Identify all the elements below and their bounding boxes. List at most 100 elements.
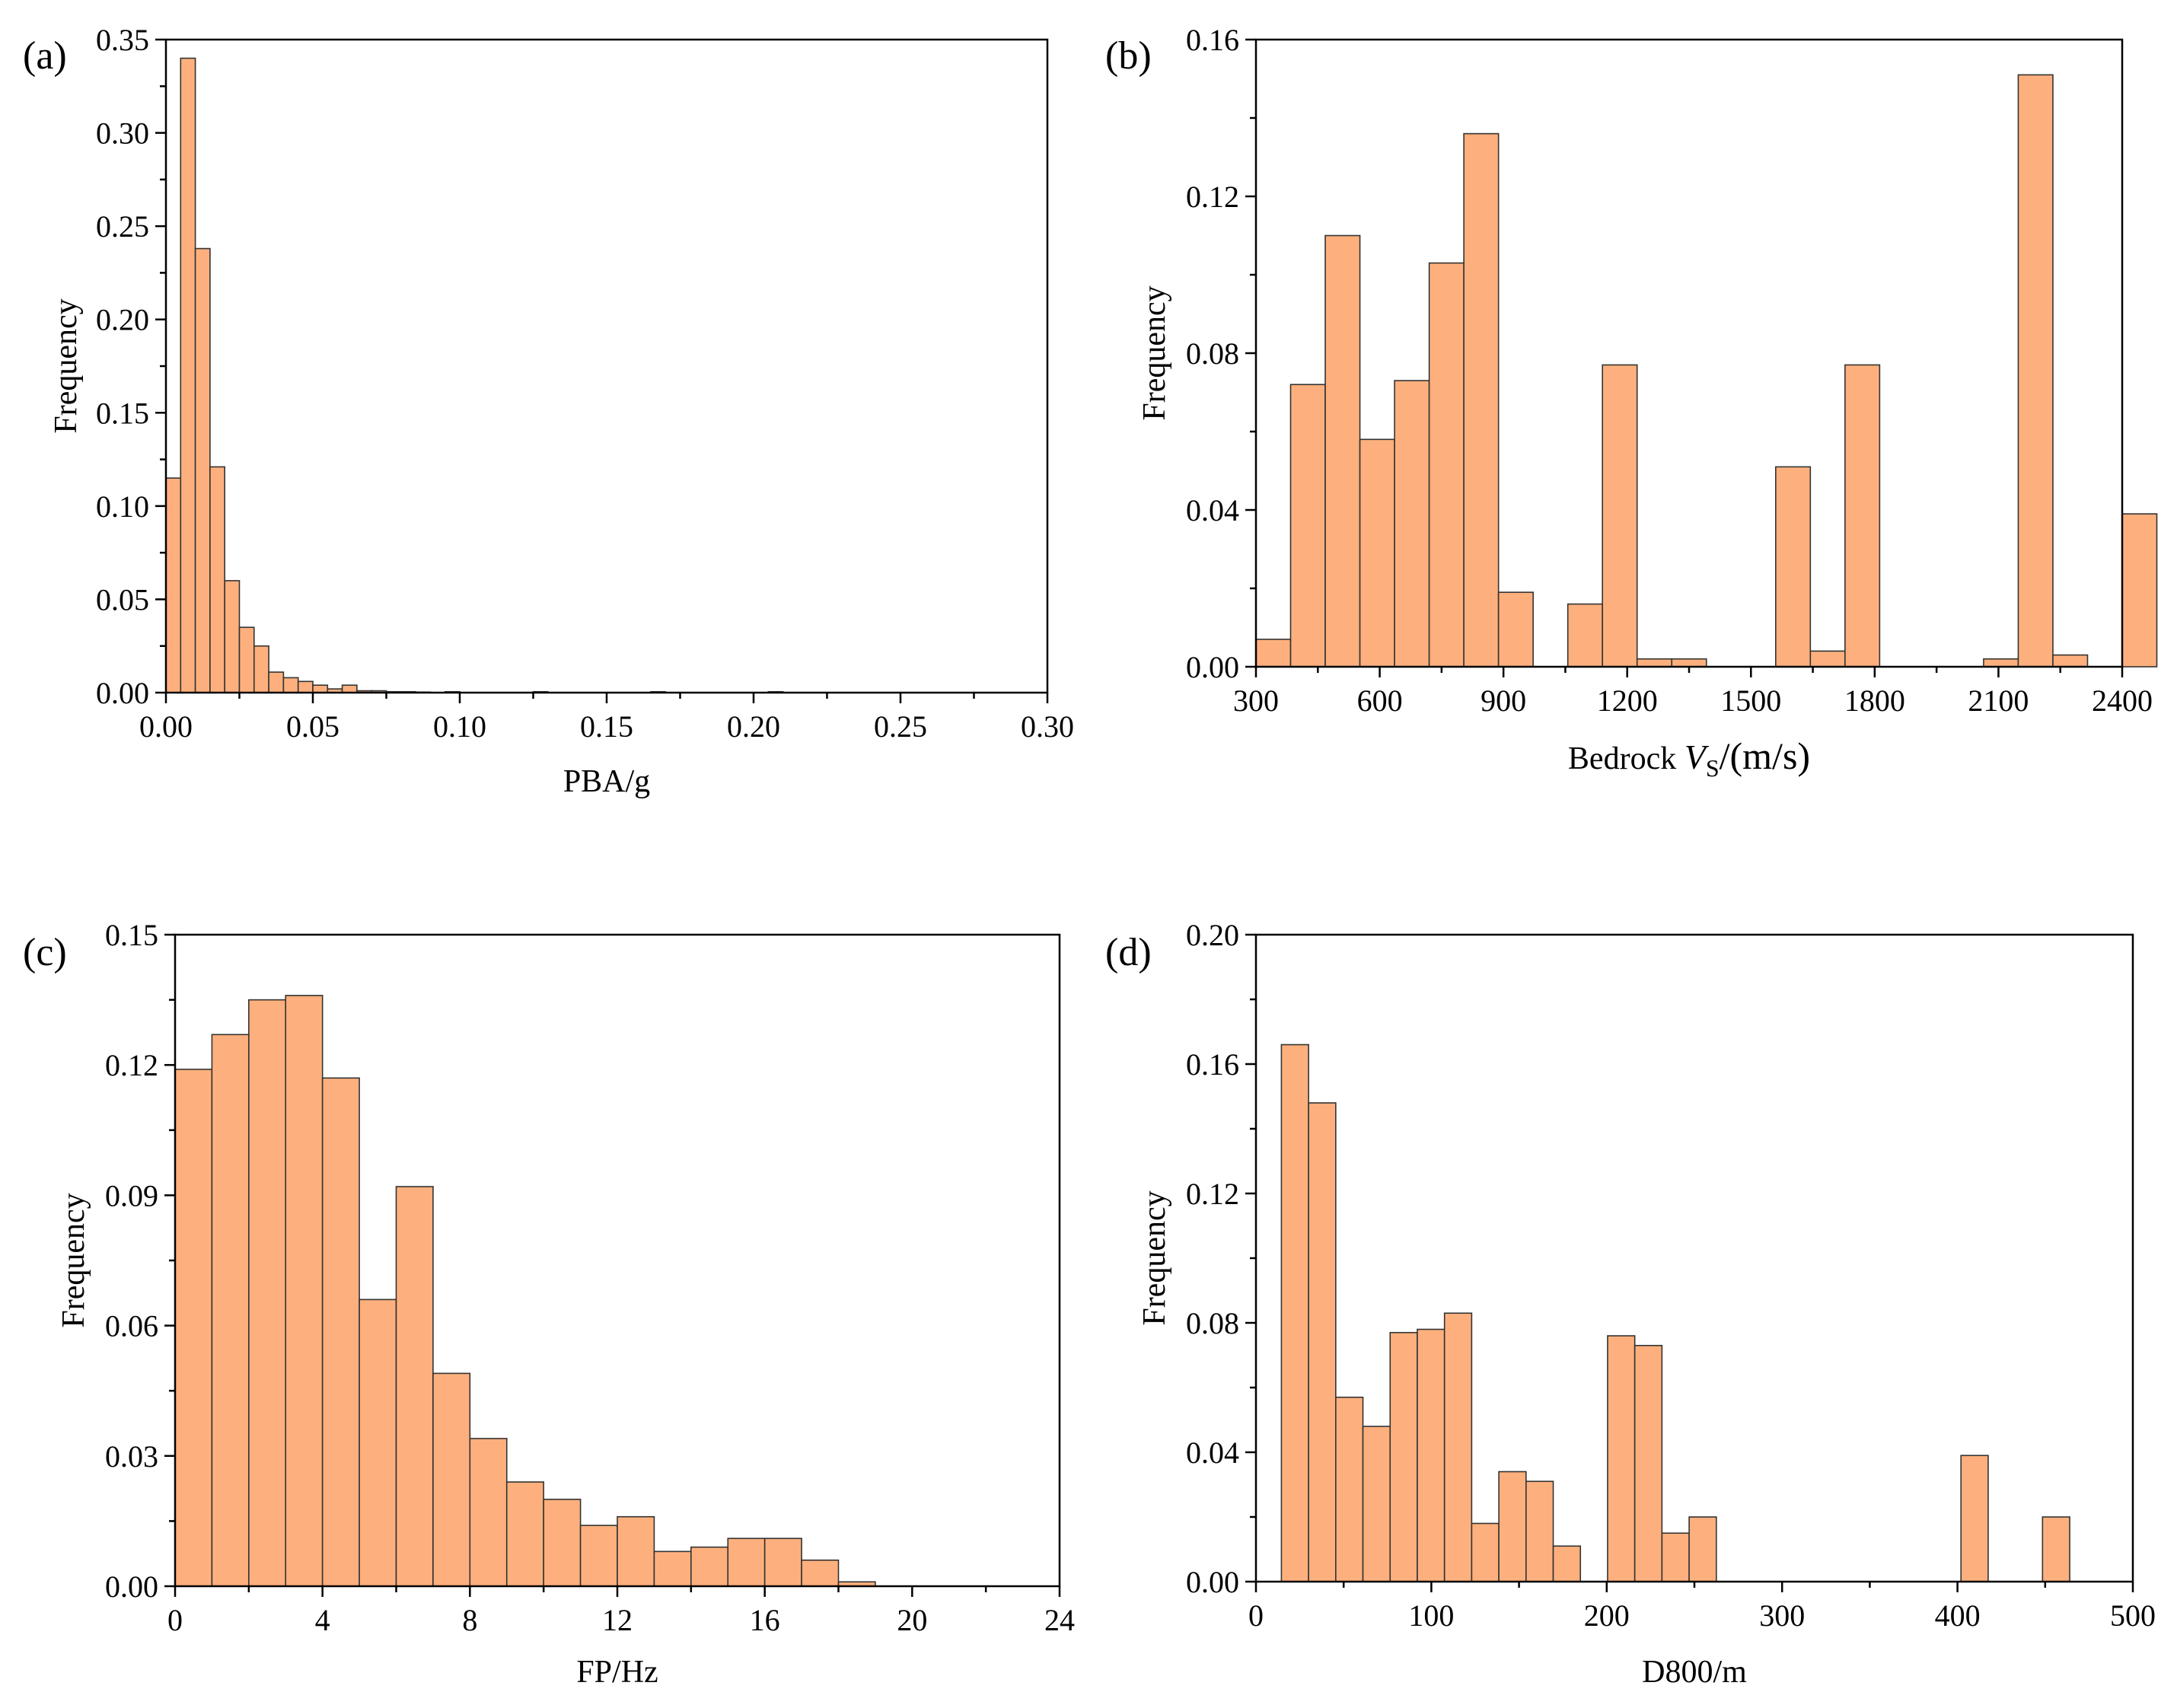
- x-tick-label: 0.10: [433, 709, 486, 744]
- x-tick-label: 1200: [1597, 684, 1658, 718]
- x-tick-label: 300: [1759, 1598, 1805, 1633]
- x-axis-title: FP/Hz: [576, 1655, 658, 1690]
- x-axis-title: Bedrock VS/(m/s): [1568, 735, 1810, 782]
- histogram-bar: [1308, 1102, 1337, 1582]
- x-tick-label: 20: [897, 1603, 927, 1637]
- y-tick-label: 0.20: [96, 303, 149, 337]
- histogram-bar: [1552, 1545, 1582, 1582]
- y-tick-label: 0.08: [1186, 336, 1239, 371]
- histogram-bar: [1567, 603, 1603, 668]
- y-tick-label: 0.12: [105, 1048, 158, 1082]
- histogram-bar: [2042, 1516, 2070, 1582]
- y-tick-label: 0.20: [1186, 918, 1239, 952]
- histogram-bar: [469, 1438, 508, 1587]
- histogram-bar: [1463, 132, 1500, 668]
- histogram-bar: [579, 1525, 618, 1587]
- chart-panel-b: 300 600 900 1200 1500 1800 2100 2400 0.00 0.04 0.0…: [1105, 23, 2158, 782]
- histogram-bar: [1960, 1455, 1989, 1582]
- histogram-bar: [359, 1299, 397, 1587]
- x-tick-label: 4: [315, 1603, 330, 1637]
- histogram-bar: [1634, 1344, 1663, 1582]
- x-tick-label: 1500: [1720, 684, 1781, 718]
- histogram-bar: [1661, 1532, 1690, 1582]
- plot-frame: [164, 38, 1049, 694]
- x-tick-label: 2400: [2092, 684, 2153, 718]
- x-tick-label: 0.30: [1021, 709, 1074, 744]
- histogram-bar: [194, 247, 211, 693]
- histogram-bar: [1443, 1312, 1473, 1582]
- y-tick-label: 0.25: [96, 209, 149, 244]
- y-tick-label: 0.00: [96, 676, 149, 710]
- x-tick-label: 200: [1584, 1598, 1630, 1633]
- histogram-bar: [1359, 438, 1395, 668]
- x-tick-label: 0: [167, 1603, 183, 1637]
- histogram-bar: [1602, 364, 1638, 668]
- x-tick-label: 600: [1357, 684, 1403, 718]
- x-tick-label: 0.15: [580, 709, 633, 744]
- histogram-bar: [1394, 380, 1430, 668]
- x-tick-label: 8: [462, 1603, 477, 1637]
- histogram-bar: [1417, 1328, 1445, 1582]
- histogram-bar: [1983, 658, 2019, 668]
- histogram-bar: [617, 1515, 655, 1587]
- histogram-bar: [209, 466, 225, 693]
- histogram-bar: [543, 1499, 582, 1587]
- histogram-bar: [1497, 591, 1534, 668]
- y-tick-label: 0.00: [1186, 650, 1239, 684]
- histogram-bar: [1428, 262, 1465, 668]
- y-tick-label: 0.15: [105, 918, 158, 952]
- x-tick-label: 16: [750, 1603, 780, 1637]
- histogram-bar: [432, 1372, 471, 1587]
- histogram-bar: [211, 1034, 250, 1587]
- histogram-bar: [248, 999, 287, 1587]
- histogram-bar: [238, 626, 255, 693]
- histogram-bar: [1844, 364, 1881, 668]
- histogram-bar: [1324, 234, 1361, 668]
- histogram-bar: [1362, 1426, 1391, 1582]
- histogram-bar: [1280, 1044, 1309, 1582]
- histogram-bar: [1255, 639, 1292, 668]
- histogram-bar: [1775, 466, 1812, 668]
- chart-panel-c: 0 4 8 12 16 20 24 0.00 0.03 0.06 0.09 0.12 0.15 (c) Fr…: [23, 918, 1075, 1690]
- panel-label: (b): [1105, 34, 1152, 78]
- histogram-bar: [1525, 1480, 1554, 1582]
- x-tick-label: 900: [1481, 684, 1526, 718]
- y-tick-label: 0.12: [1186, 180, 1239, 214]
- histogram-bar: [395, 1186, 434, 1587]
- panel-label: (c): [23, 931, 67, 974]
- histogram-bar: [763, 1538, 802, 1587]
- y-tick-label: 0.04: [1186, 493, 1239, 527]
- x-tick-label: 0.25: [874, 709, 927, 744]
- x-tick-label: 500: [2110, 1598, 2156, 1633]
- chart-panel-d: 0 100 200 300 400 500 0.00 0.04 0.08 0.12 0.16 0.20…: [1105, 918, 2156, 1690]
- histogram-bar: [268, 671, 285, 693]
- x-tick-label: 100: [1408, 1598, 1454, 1633]
- histogram-bar: [690, 1546, 729, 1587]
- x-tick-label: 24: [1044, 1603, 1075, 1637]
- histogram-bar: [297, 680, 314, 693]
- y-axis-title: Frequency: [1137, 285, 1172, 420]
- y-tick-label: 0.16: [1186, 23, 1239, 57]
- histogram-bar: [285, 995, 324, 1587]
- y-tick-label: 0.10: [96, 489, 149, 524]
- y-axis-title: Frequency: [1137, 1190, 1172, 1325]
- histogram-bar: [180, 57, 196, 693]
- histogram-bar: [174, 1069, 213, 1587]
- histogram-bar: [1688, 1516, 1717, 1582]
- histogram-bar: [2052, 654, 2089, 668]
- x-tick-label: 0.00: [139, 709, 193, 744]
- x-tick-label: 2100: [1968, 684, 2029, 718]
- histogram-bar: [1809, 650, 1846, 668]
- panel-label: (a): [23, 34, 67, 78]
- x-tick-label: 12: [602, 1603, 633, 1637]
- y-tick-label: 0.12: [1186, 1177, 1239, 1211]
- x-tick-label: 0.05: [286, 709, 339, 744]
- y-tick-label: 0.16: [1186, 1047, 1239, 1082]
- histogram-bar: [1607, 1335, 1636, 1582]
- y-tick-label: 0.08: [1186, 1306, 1239, 1340]
- histogram-bar: [1636, 658, 1673, 668]
- y-tick-label: 0.15: [96, 396, 149, 430]
- panel-label: (d): [1105, 931, 1152, 974]
- y-tick-label: 0.00: [105, 1569, 158, 1604]
